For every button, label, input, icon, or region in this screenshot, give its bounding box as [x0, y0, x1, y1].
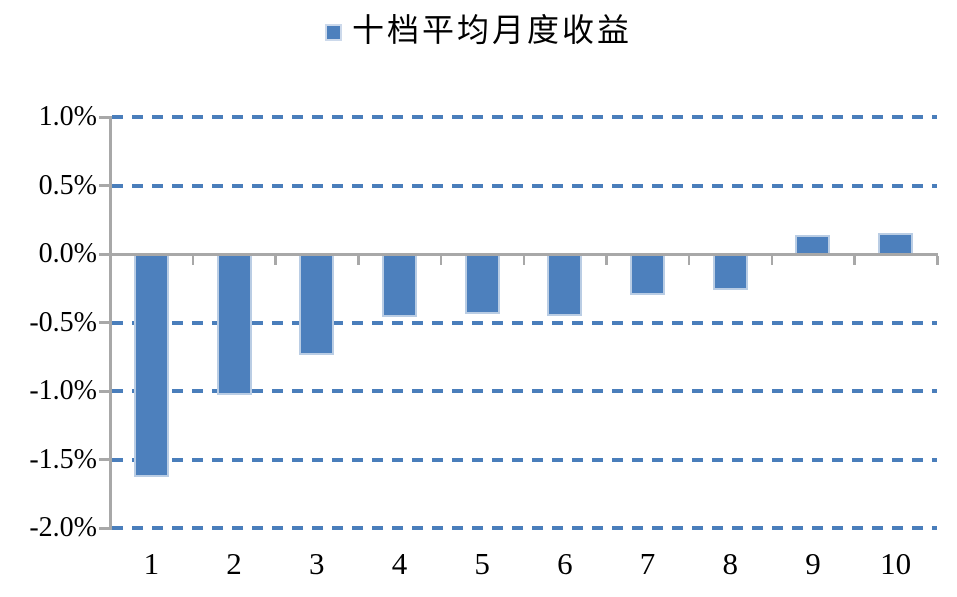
- y-axis-tick-label: 1.0%: [38, 101, 97, 132]
- x-axis-tick-mark: [853, 255, 856, 265]
- x-axis-category-label: 8: [722, 546, 739, 581]
- bar-decile-3: [299, 254, 335, 356]
- y-axis-tick-label: 0.0%: [38, 238, 97, 269]
- y-axis-tick-mark: [99, 321, 112, 324]
- legend-marker-square-icon: [324, 23, 342, 41]
- x-axis-category-label: 1: [143, 546, 160, 581]
- x-axis-tick-mark: [357, 255, 360, 265]
- y-axis-tick-mark: [99, 184, 112, 187]
- gridline--1.5%: [112, 457, 937, 462]
- x-axis-category-label: 6: [557, 546, 573, 581]
- x-axis-zero-line: [109, 252, 938, 256]
- gridline--1.0%: [112, 389, 937, 393]
- y-axis-tick-mark: [99, 115, 112, 119]
- bar-decile-8: [712, 254, 748, 290]
- y-axis-tick-mark: [99, 389, 112, 393]
- y-axis-tick-label: -1.0%: [29, 375, 97, 406]
- chart-legend: 十档平均月度收益: [0, 10, 957, 50]
- x-axis-tick-mark: [605, 255, 608, 265]
- y-axis-tick-mark: [99, 458, 112, 461]
- gridline--0.5%: [112, 320, 937, 325]
- x-axis-tick-mark: [274, 255, 277, 265]
- x-axis-category-label: 4: [391, 546, 408, 581]
- x-axis-category-label: 10: [880, 546, 912, 581]
- x-axis-tick-mark: [687, 255, 691, 265]
- y-axis-tick-label: 0.5%: [38, 169, 97, 201]
- x-axis-category-label: 9: [805, 546, 821, 581]
- gridline-1.0%: [112, 115, 937, 119]
- legend-label: 十档平均月度收益: [351, 12, 632, 48]
- gridline--2.0%: [112, 526, 937, 530]
- y-axis-tick-label: -0.5%: [29, 306, 97, 338]
- y-axis-tick-label: -1.5%: [29, 443, 97, 475]
- x-axis-tick-mark: [191, 255, 195, 265]
- y-axis-tick-label: -2.0%: [29, 512, 97, 543]
- x-axis-tick-mark: [770, 255, 774, 265]
- x-axis-category-label: 2: [226, 546, 242, 581]
- x-axis-category-label: 7: [639, 546, 656, 581]
- x-axis-category-label: 5: [474, 546, 490, 581]
- bar-decile-10: [878, 233, 914, 254]
- bar-decile-4: [381, 254, 417, 318]
- gridline-0.5%: [112, 183, 937, 188]
- bar-decile-1: [133, 254, 169, 478]
- bar-decile-7: [630, 254, 666, 296]
- x-axis-tick-mark: [439, 255, 443, 265]
- y-axis-tick-mark: [99, 252, 112, 256]
- bar-decile-9: [795, 234, 831, 254]
- y-axis-line: [109, 117, 112, 528]
- x-axis-tick-mark: [936, 255, 939, 265]
- y-axis-tick-mark: [99, 526, 112, 530]
- bar-decile-6: [547, 254, 583, 316]
- bar-decile-5: [464, 254, 500, 315]
- x-axis-tick-mark: [522, 255, 525, 265]
- x-axis-category-label: 3: [309, 546, 325, 581]
- bar-decile-2: [216, 254, 252, 396]
